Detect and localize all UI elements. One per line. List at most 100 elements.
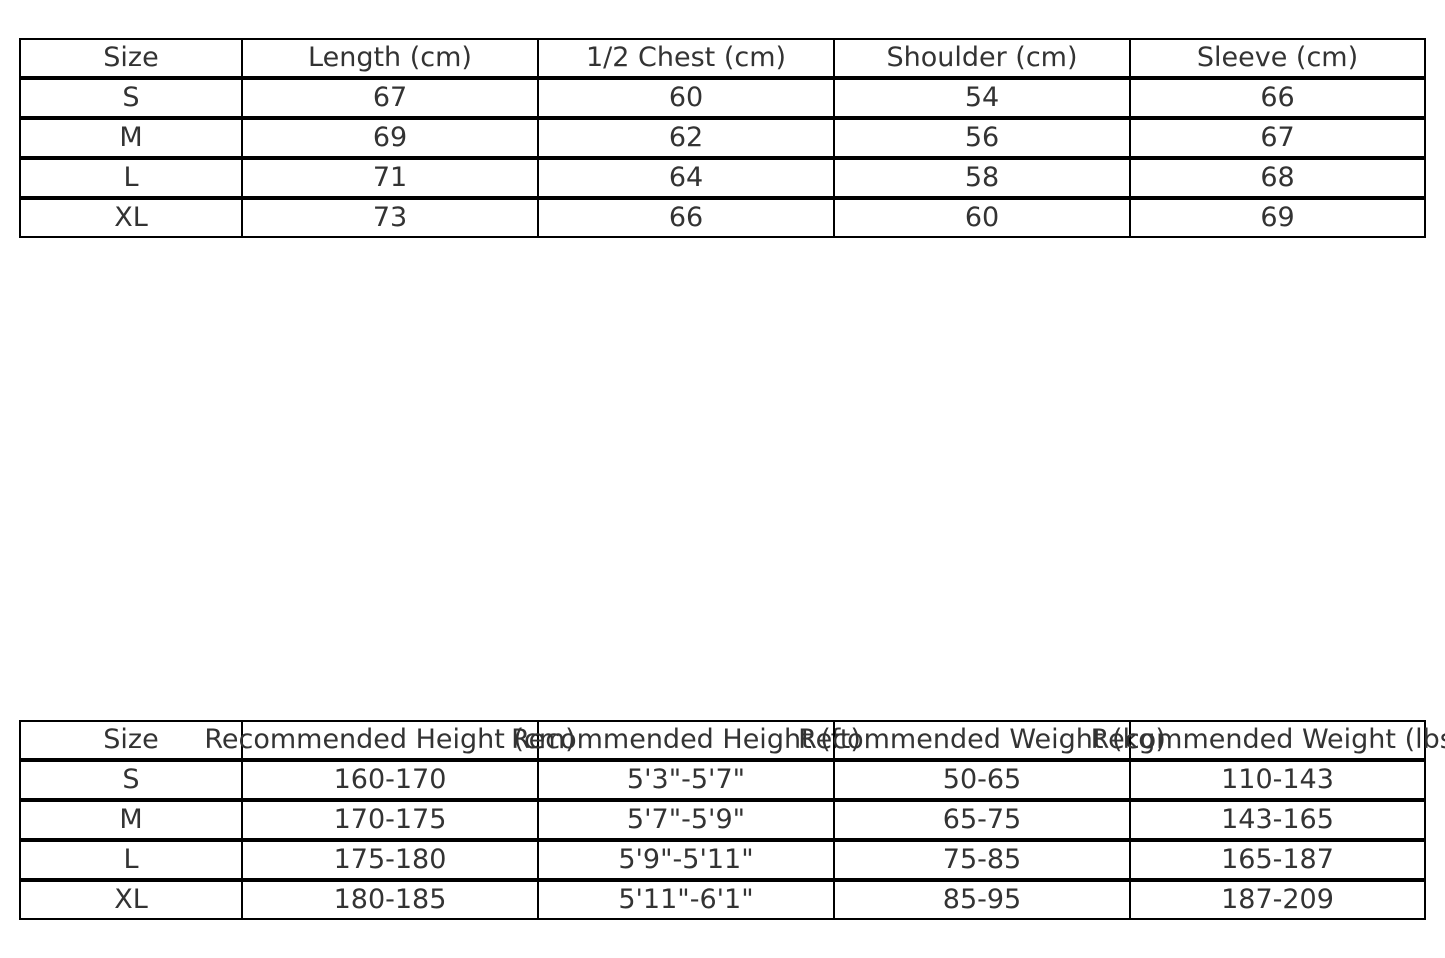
table-cell: 62 [537, 118, 835, 158]
table-cell: 71 [241, 158, 539, 198]
table-cell: 69 [1129, 198, 1426, 238]
table-row: S 67 60 54 66 [19, 78, 1426, 119]
table-cell: 60 [537, 78, 835, 118]
cell-text: XL [114, 883, 148, 915]
cell-text: 66 [1260, 81, 1295, 113]
table-cell: 160-170 [241, 760, 539, 800]
header-cell: Length (cm) [241, 38, 539, 78]
cell-text: 175-180 [333, 843, 447, 875]
header-cell: Size [19, 720, 243, 760]
cell-text: Recommended Weight (kg) [798, 723, 1166, 755]
table-cell: 60 [833, 198, 1131, 238]
table-cell: 143-165 [1129, 800, 1426, 840]
table-cell: 67 [1129, 118, 1426, 158]
cell-text: 60 [668, 81, 704, 113]
table-cell: 58 [833, 158, 1131, 198]
cell-text: S [122, 763, 140, 795]
cell-text: 69 [372, 121, 408, 153]
cell-text: 5'3"-5'7" [626, 763, 746, 795]
table-cell: 69 [241, 118, 539, 158]
header-cell: Sleeve (cm) [1129, 38, 1426, 78]
table-cell: 180-185 [241, 880, 539, 920]
table-cell: L [19, 158, 243, 198]
cell-text: 69 [1260, 201, 1295, 233]
header-cell: Recommended Height (ft) [511, 720, 861, 760]
cell-text: Length (cm) [308, 41, 472, 73]
cell-text: 50-65 [942, 763, 1022, 795]
cell-text: 71 [372, 161, 408, 193]
cell-text: 73 [372, 201, 408, 233]
cell-text: 1/2 Chest (cm) [585, 41, 787, 73]
table-cell: 75-85 [833, 840, 1131, 880]
cell-text: 85-95 [942, 883, 1022, 915]
cell-text: 165-187 [1221, 843, 1334, 875]
table-cell: 67 [241, 78, 539, 118]
table-cell: 5'9"-5'11" [537, 840, 835, 880]
table-cell: 170-175 [241, 800, 539, 840]
cell-text: 67 [1260, 121, 1295, 153]
table-cell: 56 [833, 118, 1131, 158]
table-cell: 165-187 [1129, 840, 1426, 880]
cell-text: M [119, 121, 143, 153]
cell-text: 75-85 [942, 843, 1022, 875]
table-cell: M [19, 118, 243, 158]
table-cell: 5'3"-5'7" [537, 760, 835, 800]
cell-text: 62 [668, 121, 704, 153]
measurements-table: Size Length (cm) 1/2 Chest (cm) Shoulder (c… [19, 38, 1426, 239]
table-cell: 64 [537, 158, 835, 198]
cell-text: Recommended Height (ft) [511, 723, 861, 755]
cell-text: 68 [1260, 161, 1295, 193]
table-cell: 187-209 [1129, 880, 1426, 920]
cell-text: 160-170 [333, 763, 447, 795]
table-cell: L [19, 840, 243, 880]
cell-text: 180-185 [333, 883, 447, 915]
table-cell: 175-180 [241, 840, 539, 880]
table-row: M 170-175 5'7"-5'9" 65-75 143-165 [19, 800, 1426, 841]
cell-text: L [123, 161, 139, 193]
header-cell: Size [19, 38, 243, 78]
header-cell: Recommended Height (cm) [204, 720, 576, 760]
table-cell: 5'11"-6'1" [537, 880, 835, 920]
cell-text: 65-75 [942, 803, 1022, 835]
table-cell: 54 [833, 78, 1131, 118]
table-row: L 71 64 58 68 [19, 158, 1426, 199]
table-cell: 66 [1129, 78, 1426, 118]
table-row: M 69 62 56 67 [19, 118, 1426, 159]
cell-text: S [122, 81, 140, 113]
cell-text: 64 [668, 161, 704, 193]
table-cell: 110-143 [1129, 760, 1426, 800]
cell-text: 5'9"-5'11" [618, 843, 754, 875]
cell-text: 56 [964, 121, 1000, 153]
table-cell: XL [19, 880, 243, 920]
cell-text: 67 [372, 81, 408, 113]
cell-text: Recommended Height (cm) [204, 723, 576, 755]
table-row: S 160-170 5'3"-5'7" 50-65 110-143 [19, 760, 1426, 801]
cell-text: 5'11"-6'1" [618, 883, 754, 915]
header-cell: Shoulder (cm) [833, 38, 1131, 78]
table-cell: S [19, 78, 243, 118]
table-cell: 50-65 [833, 760, 1131, 800]
table-cell: S [19, 760, 243, 800]
header-cell: Recommended Weight (kg) [798, 720, 1166, 760]
table-cell: 73 [241, 198, 539, 238]
table-row: L 175-180 5'9"-5'11" 75-85 165-187 [19, 840, 1426, 881]
cell-text: 187-209 [1221, 883, 1334, 915]
cell-text: Size [103, 41, 159, 73]
cell-text: 54 [964, 81, 1000, 113]
table-row: XL 180-185 5'11"-6'1" 85-95 187-209 [19, 880, 1426, 921]
cell-text: L [123, 843, 139, 875]
cell-text: 110-143 [1221, 763, 1334, 795]
table-cell: 68 [1129, 158, 1426, 198]
cell-text: 58 [964, 161, 1000, 193]
table-cell: XL [19, 198, 243, 238]
cell-text: Sleeve (cm) [1196, 41, 1359, 73]
header-cell: 1/2 Chest (cm) [537, 38, 835, 78]
table-cell: 66 [537, 198, 835, 238]
table-row: XL 73 66 60 69 [19, 198, 1426, 239]
table-cell: 85-95 [833, 880, 1131, 920]
header-row: Size Recommended Height (cm) Recommended H… [19, 720, 1445, 761]
cell-text: M [119, 803, 143, 835]
header-row: Size Length (cm) 1/2 Chest (cm) Shoulder (c… [19, 38, 1426, 79]
cell-text: 143-165 [1221, 803, 1334, 835]
cell-text: Shoulder (cm) [886, 41, 1078, 73]
